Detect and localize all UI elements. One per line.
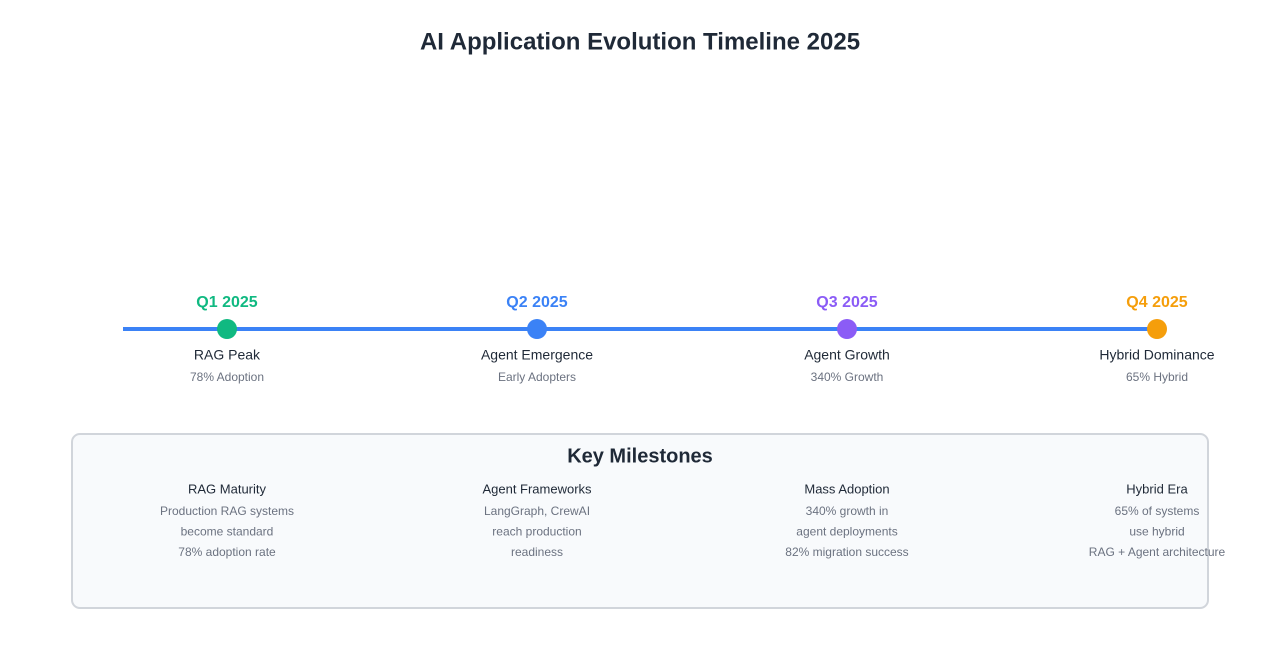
milestone-title: Mass Adoption [804, 481, 889, 496]
milestone-title: Hybrid Era [1126, 481, 1188, 496]
milestone-line: 82% migration success [785, 545, 908, 559]
quarter-label: Q4 2025 [1126, 294, 1187, 311]
milestone-line: become standard [181, 525, 274, 539]
event-detail: Early Adopters [498, 370, 576, 384]
event-detail: 340% Growth [811, 370, 884, 384]
timeline-dot [837, 319, 857, 339]
timeline-dot [527, 319, 547, 339]
event-label: RAG Peak [194, 347, 261, 363]
timeline-dot [1147, 319, 1167, 339]
title: AI Application Evolution Timeline 2025 [420, 28, 860, 55]
milestone-line: 65% of systems [1115, 504, 1200, 518]
event-label: Hybrid Dominance [1099, 347, 1214, 363]
milestone-line: 340% growth in [806, 504, 889, 518]
milestones-box [71, 433, 1209, 609]
quarter-label: Q3 2025 [816, 294, 877, 311]
event-detail: 65% Hybrid [1126, 370, 1188, 384]
event-label: Agent Growth [804, 347, 890, 363]
milestone-line: Production RAG systems [160, 504, 294, 518]
milestone-line: LangGraph, CrewAI [484, 504, 590, 518]
milestone-line: 78% adoption rate [178, 545, 276, 559]
quarter-label: Q1 2025 [196, 294, 257, 311]
milestone-line: use hybrid [1129, 525, 1184, 539]
milestone-line: readiness [511, 545, 563, 559]
quarter-label: Q2 2025 [506, 294, 567, 311]
event-detail: 78% Adoption [190, 370, 264, 384]
event-label: Agent Emergence [481, 347, 593, 363]
milestone-line: agent deployments [796, 525, 897, 539]
milestone-line: RAG + Agent architecture [1089, 545, 1226, 559]
milestones-title: Key Milestones [567, 445, 713, 467]
milestone-line: reach production [492, 525, 581, 539]
timeline-dot [217, 319, 237, 339]
milestone-title: Agent Frameworks [482, 481, 592, 496]
milestone-title: RAG Maturity [188, 481, 267, 496]
